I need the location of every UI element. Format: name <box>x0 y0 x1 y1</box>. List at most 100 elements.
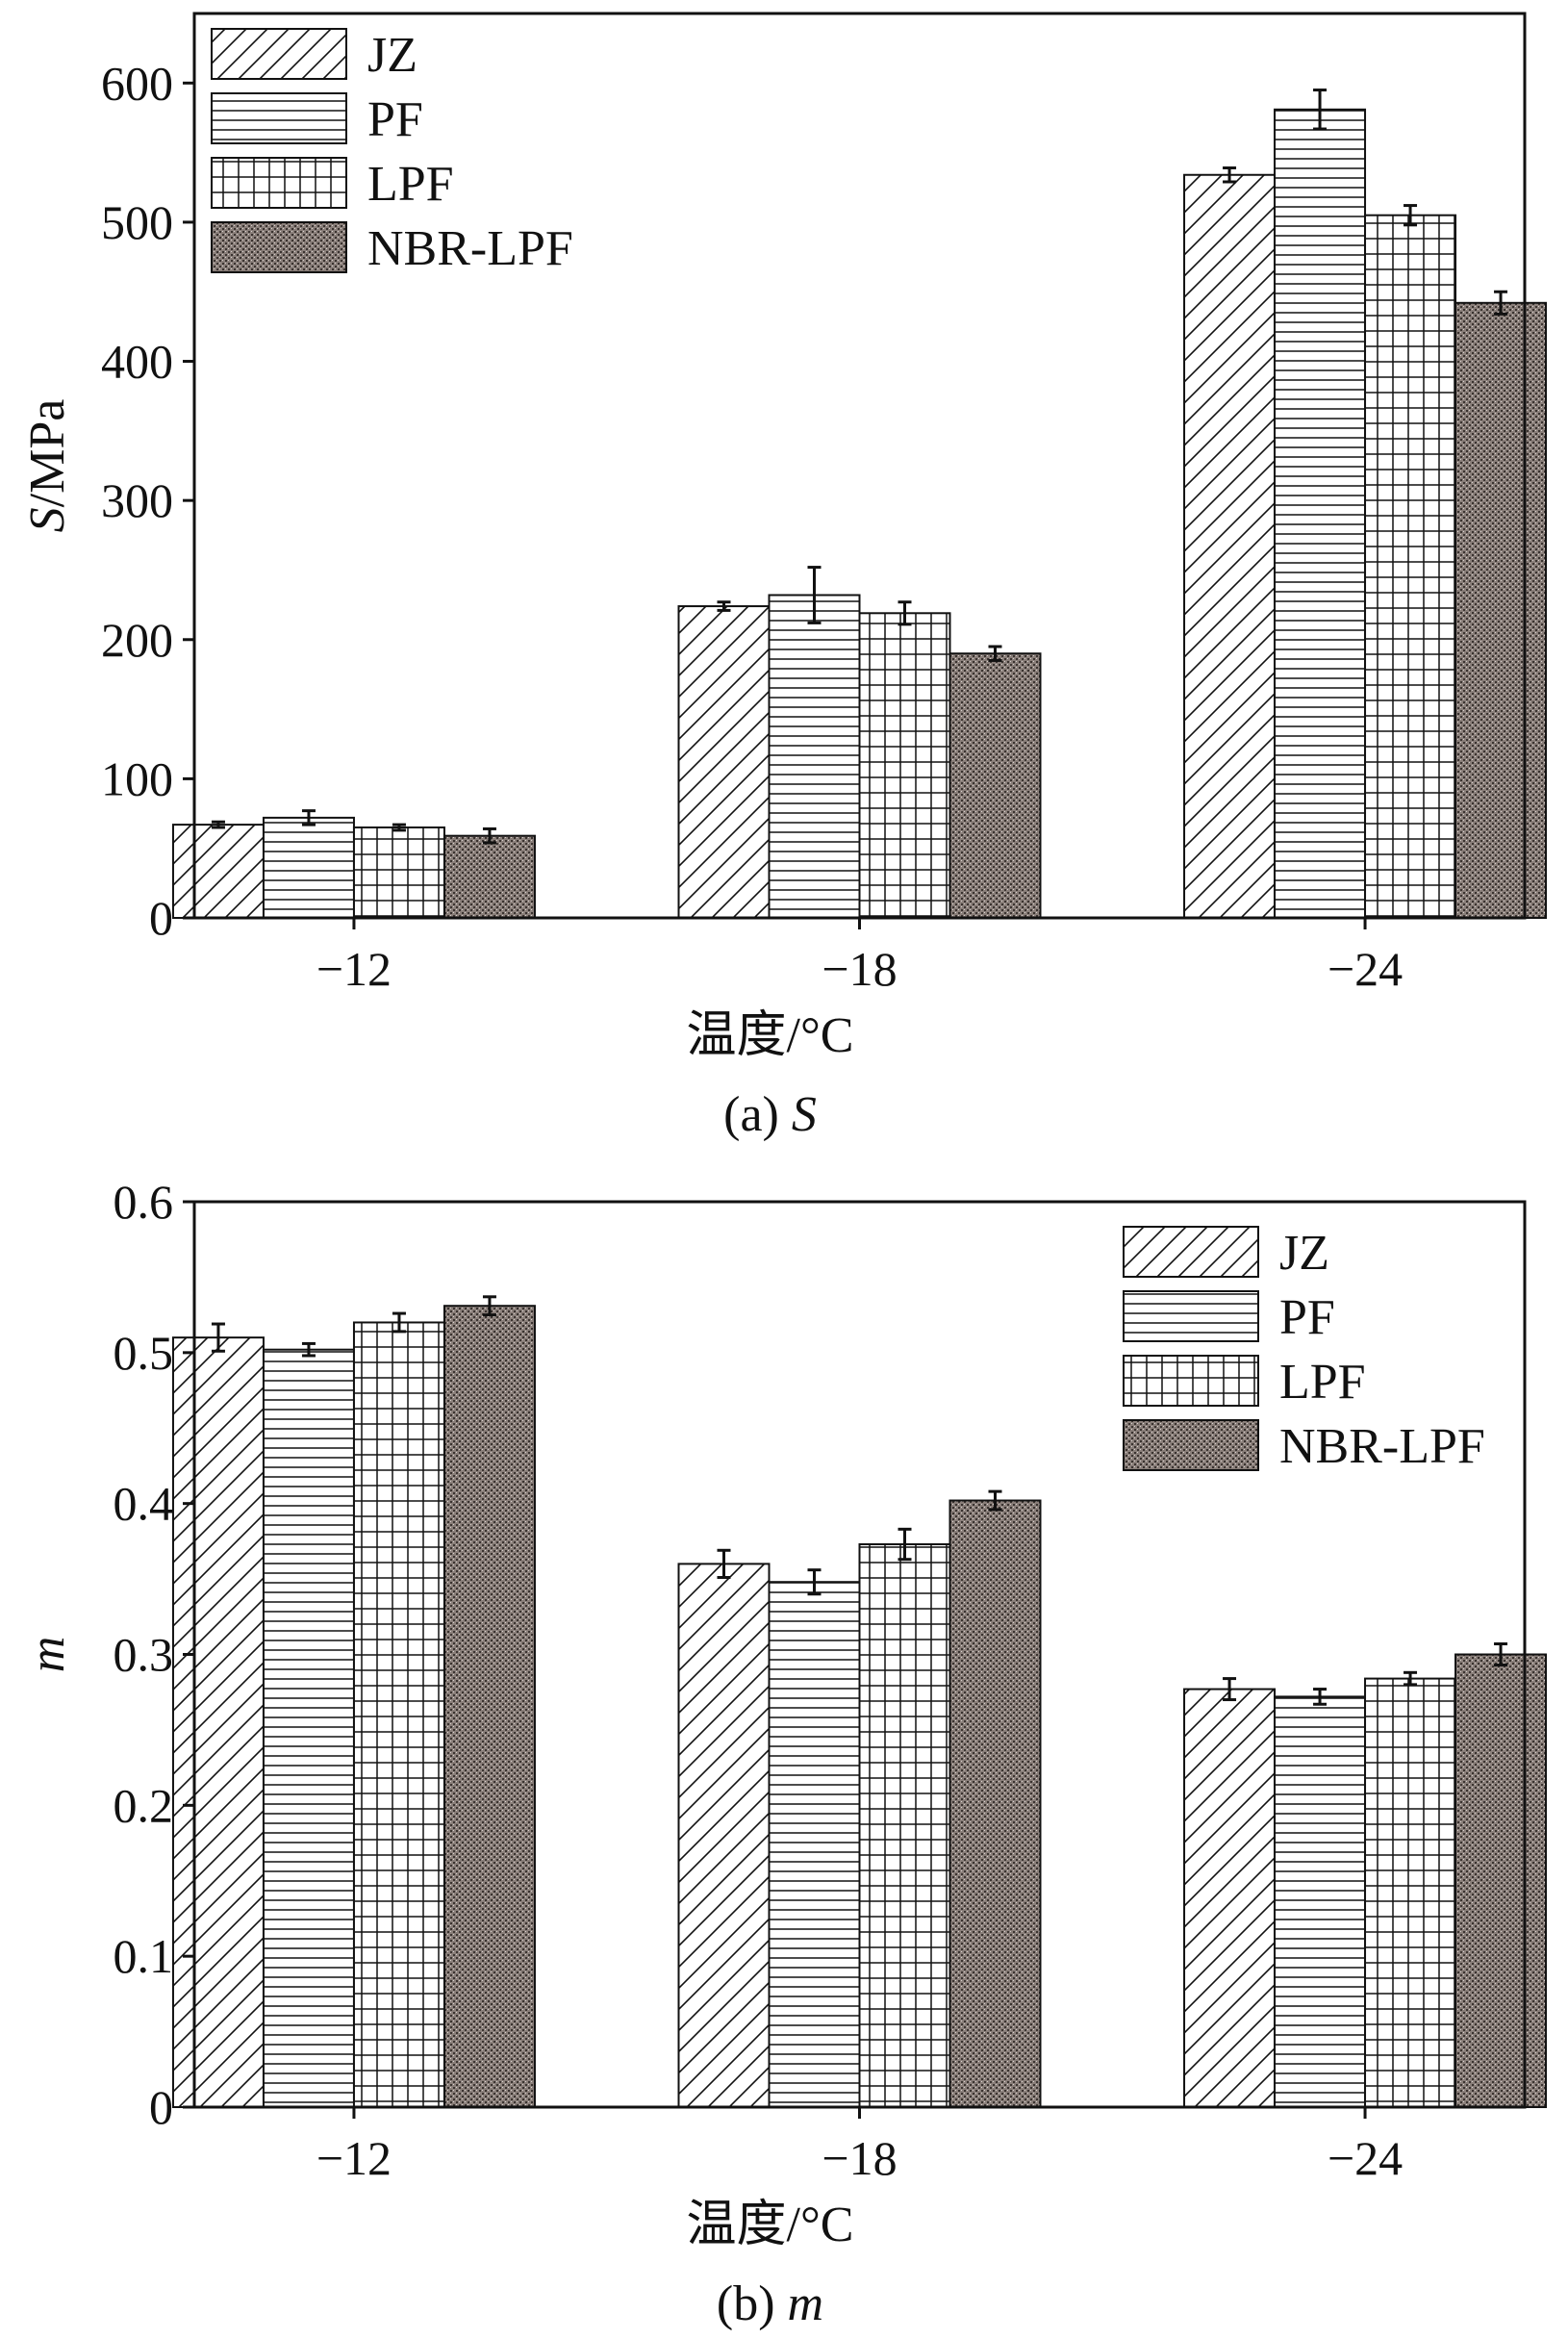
errorbar-pf-2 <box>1313 1688 1328 1706</box>
y-tick-label: 0.3 <box>114 1628 174 1682</box>
x-tick-label: −18 <box>822 2131 897 2185</box>
errorbar-jz-2 <box>1223 166 1237 184</box>
legend-item-lpf: LPF <box>211 157 454 212</box>
y-tick-label: 0.5 <box>114 1326 174 1380</box>
y-tick-label: 100 <box>101 751 173 805</box>
bar-nbr-lpf-1 <box>948 1499 1042 2108</box>
errorbar-lpf-0 <box>392 1311 406 1334</box>
legend-label: LPF <box>367 157 454 212</box>
errorbar-jz-1 <box>717 1548 731 1580</box>
bar-nbr-lpf-1 <box>948 652 1042 919</box>
x-axis-ticks: −12 −18 −24 <box>316 2107 1403 2185</box>
bar-lpf-0 <box>352 1321 445 2108</box>
x-tick-label: −24 <box>1328 942 1403 996</box>
bar-nbr-lpf-2 <box>1454 1653 1548 2108</box>
errorbar-lpf-2 <box>1404 204 1418 227</box>
errorbar-lpf-0 <box>392 823 406 832</box>
bar-nbr-lpf-0 <box>443 1305 536 2108</box>
errorbar-pf-1 <box>807 1568 822 1596</box>
legend-item-lpf: LPF <box>1123 1355 1366 1410</box>
errorbar-pf-2 <box>1313 89 1328 131</box>
y-tick-label: 300 <box>101 473 173 527</box>
bar-pf-1 <box>768 1581 861 2108</box>
errorbar-jz-0 <box>211 1322 225 1353</box>
legend-label: JZ <box>1279 1226 1329 1281</box>
errorbar-jz-0 <box>211 820 225 829</box>
bar-jz-0 <box>171 824 265 919</box>
errorbar-nbr-lpf-1 <box>988 1489 1002 1512</box>
y-tick-label: 0 <box>149 2080 173 2134</box>
legend-item-nbr-lpf: NBR-LPF <box>1123 1419 1485 1474</box>
legend-swatch <box>211 92 347 144</box>
errorbar-nbr-lpf-0 <box>482 1295 496 1317</box>
bar-group <box>171 108 1548 920</box>
y-axis-ticks: 0 0.1 0.2 0.3 0.4 0.5 0.6 <box>114 1175 194 2134</box>
errorbar-jz-1 <box>717 600 731 612</box>
legend: JZ PF LPF NBR-LPF <box>211 28 573 276</box>
legend-label: NBR-LPF <box>1279 1419 1485 1474</box>
legend-swatch <box>211 28 347 80</box>
errorbar-nbr-lpf-1 <box>988 645 1002 662</box>
x-tick-label: −18 <box>822 942 897 996</box>
errorbar-pf-0 <box>301 1341 316 1358</box>
y-tick-label: 400 <box>101 335 173 389</box>
bar-jz-0 <box>171 1336 265 2108</box>
bar-jz-1 <box>677 605 771 919</box>
chart-panel-a: 0 100 200 300 400 500 600 −12 −18 −24 S/MPa 温度/°… <box>20 12 1548 1142</box>
x-axis-ticks: −12 −18 −24 <box>316 918 1403 996</box>
legend-item-jz: JZ <box>1123 1226 1329 1281</box>
bar-jz-2 <box>1183 1688 1277 2108</box>
y-tick-label: 0 <box>149 891 173 945</box>
y-tick-label: 0.6 <box>114 1175 174 1229</box>
x-axis-label: 温度/°C <box>687 1008 854 1063</box>
legend-label: PF <box>367 92 423 147</box>
errorbar-pf-0 <box>301 809 316 826</box>
legend-label: JZ <box>367 28 417 83</box>
y-axis-label: S/MPa <box>20 399 75 533</box>
bar-pf-2 <box>1274 1695 1367 2108</box>
x-tick-label: −24 <box>1328 2131 1403 2185</box>
x-tick-label: −12 <box>316 942 392 996</box>
y-tick-label: 600 <box>101 56 173 110</box>
panel-caption: (b) m <box>717 2276 823 2331</box>
errorbar-group <box>211 89 1508 845</box>
bar-lpf-0 <box>352 826 445 919</box>
errorbar-lpf-1 <box>898 600 912 626</box>
chart-panel-b: 0 0.1 0.2 0.3 0.4 0.5 0.6 −12 −18 −24 m 温度/°C (b… <box>20 1175 1548 2331</box>
bar-jz-1 <box>677 1563 771 2108</box>
legend-label: LPF <box>1279 1355 1366 1410</box>
errorbar-nbr-lpf-2 <box>1494 1642 1508 1666</box>
errorbar-group <box>211 1295 1508 1706</box>
legend: JZ PF LPF NBR-LPF <box>1123 1226 1485 1474</box>
errorbar-lpf-2 <box>1404 1670 1418 1687</box>
errorbar-nbr-lpf-0 <box>482 826 496 845</box>
legend-item-pf: PF <box>211 92 423 147</box>
bar-nbr-lpf-0 <box>443 834 536 920</box>
errorbar-pf-1 <box>807 566 822 624</box>
bar-pf-0 <box>262 816 355 920</box>
errorbar-jz-2 <box>1223 1677 1237 1702</box>
legend-swatch <box>211 221 347 273</box>
panel-caption: (a) S <box>723 1087 817 1142</box>
legend-item-jz: JZ <box>211 28 417 83</box>
x-tick-label: −12 <box>316 2131 392 2185</box>
legend-label: NBR-LPF <box>367 221 573 276</box>
y-tick-label: 200 <box>101 613 173 667</box>
errorbar-nbr-lpf-2 <box>1494 290 1508 316</box>
y-tick-label: 500 <box>101 195 173 249</box>
y-axis-ticks: 0 100 200 300 400 500 600 <box>101 56 194 945</box>
x-axis-label: 温度/°C <box>687 2198 854 2252</box>
bar-lpf-2 <box>1364 214 1457 919</box>
bar-nbr-lpf-2 <box>1454 301 1548 919</box>
bar-lpf-1 <box>858 612 951 919</box>
legend-swatch <box>211 157 347 209</box>
legend-swatch <box>1123 1419 1259 1471</box>
errorbar-lpf-1 <box>898 1527 912 1562</box>
legend-swatch <box>1123 1355 1259 1407</box>
legend-item-pf: PF <box>1123 1290 1335 1345</box>
bar-lpf-1 <box>858 1543 951 2109</box>
legend-swatch <box>1123 1290 1259 1342</box>
y-tick-label: 0.2 <box>114 1778 174 1832</box>
y-axis-label: m <box>20 1637 75 1673</box>
